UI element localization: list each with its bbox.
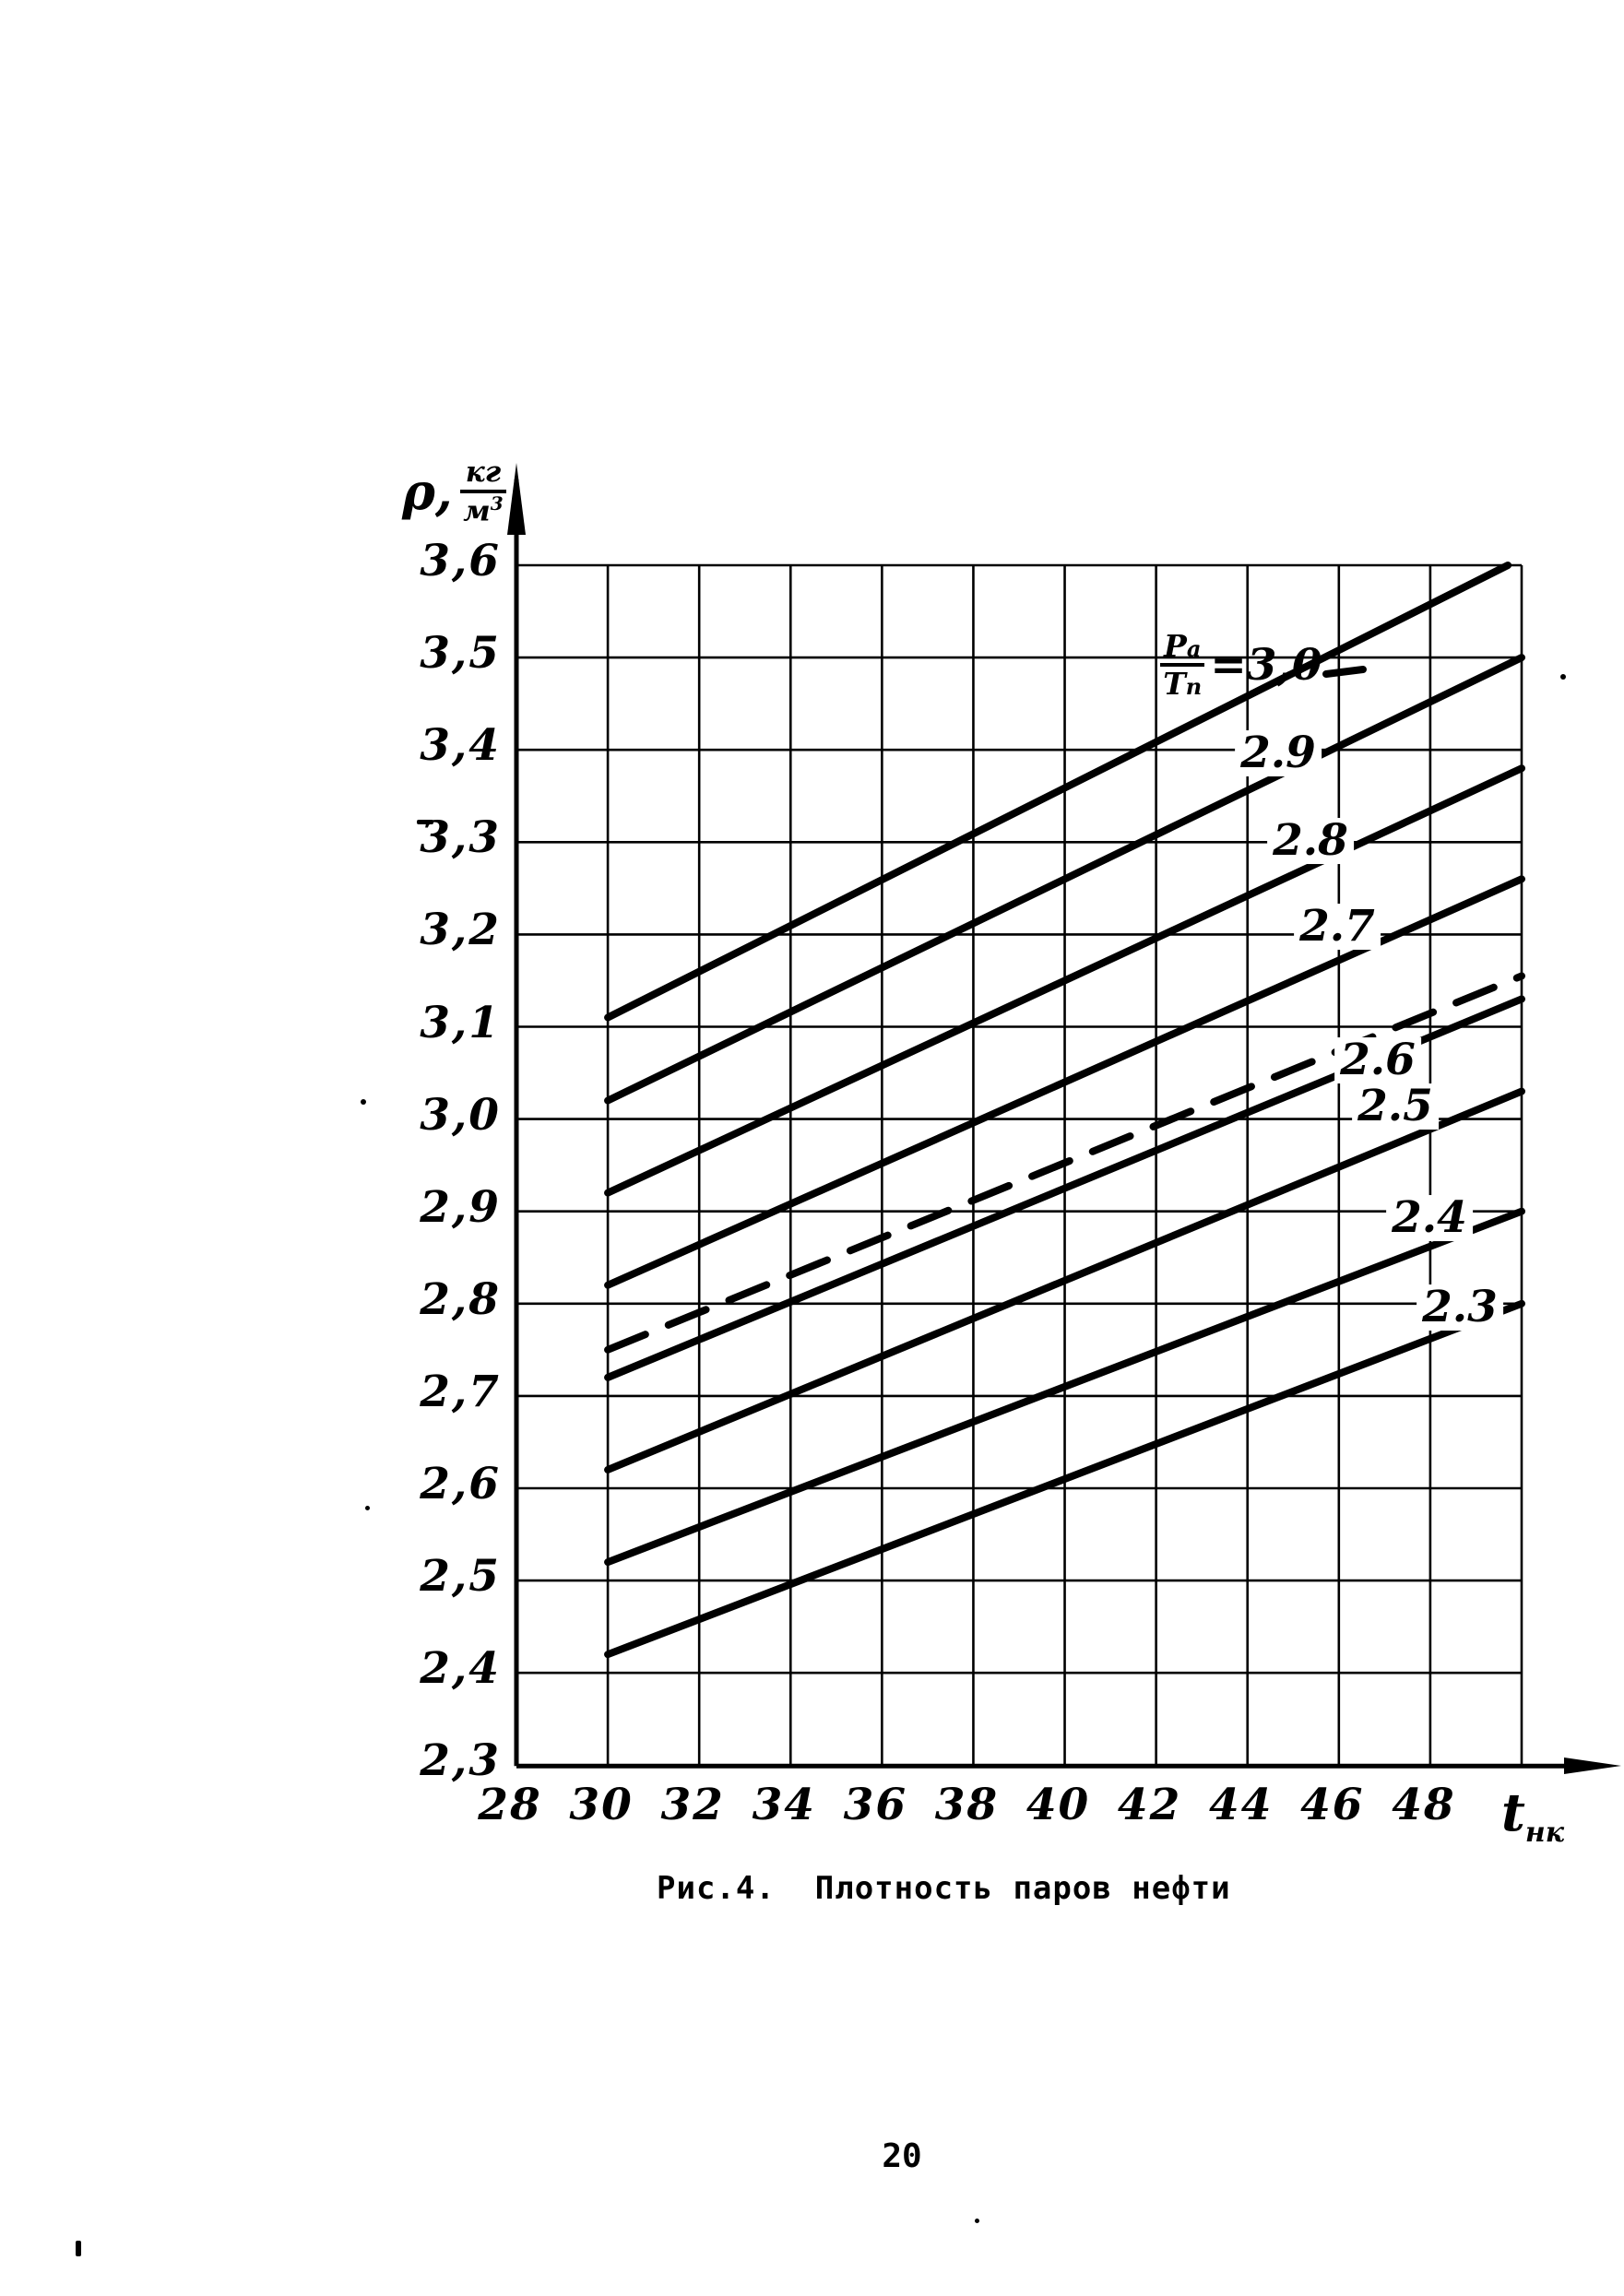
- x-tick-label: 36: [843, 1780, 908, 1830]
- scan-speck: [76, 2241, 81, 2256]
- series-label-2.9: 2.9: [1235, 730, 1322, 776]
- series-label-2.6: 2.6: [1334, 1037, 1421, 1083]
- y-tick-label: 3,1: [420, 997, 501, 1048]
- series-line-2.9: [604, 654, 1525, 1105]
- y-tick-label: 3,0: [420, 1089, 501, 1141]
- y-tick-label: 3,2: [420, 905, 501, 956]
- y-tick-label: 2,6: [420, 1459, 501, 1509]
- series-label-2.4: 2.4: [1386, 1195, 1473, 1241]
- y-tick-label: 3,5: [420, 628, 501, 680]
- x-axis-arrow-icon: [1564, 1758, 1621, 1774]
- x-tick-label: 30: [569, 1780, 634, 1830]
- y-tick-label: 3,3: [420, 812, 501, 864]
- series-line-2.5: [604, 1087, 1525, 1473]
- series-label-2.7: 2.7: [1294, 904, 1381, 950]
- family-label-leader-dash: [1322, 666, 1367, 678]
- y-tick-label: 2,9: [420, 1181, 501, 1233]
- scan-speck: [417, 820, 433, 824]
- y-tick-label: 2,7: [420, 1366, 501, 1417]
- x-tick-label: 38: [934, 1780, 1000, 1830]
- scan-speck: [1560, 674, 1566, 680]
- x-tick-label: 46: [1300, 1780, 1365, 1830]
- x-tick-label: 44: [1209, 1780, 1274, 1830]
- y-unit-numerator: кг: [459, 457, 507, 493]
- scan-speck: [361, 1099, 366, 1105]
- family-denominator: Тп: [1163, 666, 1203, 702]
- x-tick-label: 40: [1025, 1780, 1091, 1830]
- series-label-2.8: 2.8: [1267, 818, 1354, 864]
- series-line-2.3: [604, 1299, 1525, 1659]
- y-tick-label: 2,8: [420, 1273, 501, 1325]
- series-label-2.5: 2.5: [1352, 1083, 1439, 1130]
- family-numerator: Pa: [1160, 631, 1205, 667]
- series-label-2.3: 2.3: [1417, 1284, 1503, 1331]
- y-unit-denominator: м3: [463, 491, 504, 527]
- x-tick-label: 28: [478, 1780, 542, 1830]
- series-line-Pa/Tп=3,0: [604, 562, 1512, 1022]
- y-tick-label: 2,5: [420, 1551, 501, 1603]
- x-tick-label: 32: [660, 1780, 725, 1830]
- x-tick-label: 48: [1392, 1780, 1456, 1830]
- y-axis-arrow-icon: [507, 463, 526, 535]
- y-axis-unit-label: ρ, кг м3: [402, 457, 507, 527]
- series-line-2.4: [604, 1207, 1525, 1567]
- figure-caption: Рис.4. Плотность паров нефти: [657, 1870, 1231, 1907]
- y-tick-label: 2,4: [420, 1643, 501, 1695]
- x-tick-label: 34: [752, 1780, 816, 1830]
- series-family-label: Pa Тп =3,0: [1160, 631, 1322, 699]
- scan-speck: [975, 2219, 979, 2223]
- family-value: =3,0: [1210, 639, 1322, 691]
- scan-speck: [365, 1506, 370, 1510]
- y-unit-fraction: кг м3: [459, 457, 507, 527]
- y-tick-label: 3,4: [420, 720, 501, 772]
- family-fraction: Pa Тп: [1160, 631, 1205, 702]
- x-tick-label: 42: [1117, 1780, 1182, 1830]
- rho-symbol: ρ,: [402, 462, 453, 522]
- y-tick-label: 2,3: [420, 1735, 501, 1787]
- x-axis-unit-label: tнк: [1501, 1782, 1565, 1850]
- y-tick-label: 3,6: [420, 536, 501, 586]
- series-line-2.8: [604, 764, 1525, 1197]
- page-number: 20: [882, 2137, 922, 2175]
